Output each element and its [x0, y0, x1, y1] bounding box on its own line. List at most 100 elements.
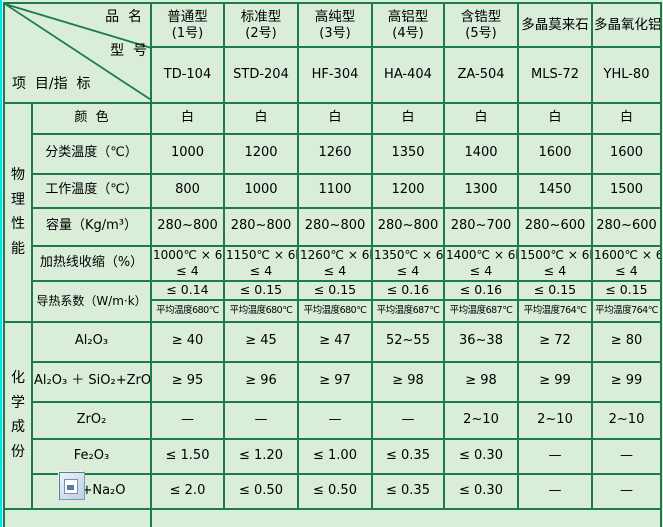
value-cell: 1600℃ × 6h≤ 4 — [591, 244, 662, 282]
avg-temp-cell: 平均温度680℃ — [223, 298, 299, 323]
value-cell: 800 — [150, 172, 225, 209]
value-cell: ≤ 0.50 — [223, 472, 299, 510]
value-cell: ≤ 0.15 — [297, 279, 373, 301]
value-cell: ≤ 0.16 — [443, 279, 519, 301]
value-cell: — — [591, 472, 662, 510]
value-cell: ≥ 47 — [297, 320, 373, 363]
value-cell: — — [371, 400, 445, 440]
value-cell: 2~10 — [517, 400, 593, 440]
value-cell: ≤ 0.15 — [517, 279, 593, 301]
row-label: 容量（Kg/m³） — [31, 206, 152, 247]
value-cell: 280~800 — [223, 206, 299, 247]
value-cell: 280~600 — [517, 206, 593, 247]
row-label: Fe₂O₃ — [31, 437, 152, 475]
value-cell: ≥ 98 — [371, 360, 445, 403]
value-cell: 白 — [443, 101, 519, 135]
product-name: 高铝型 (4号) — [371, 1, 445, 49]
value-cell: ≥ 80 — [591, 320, 662, 363]
row-label: Al₂O₃ ＋ SiO₂+ZrO₂ — [31, 360, 152, 403]
product-model: HA-404 — [371, 46, 445, 104]
value-cell: 1000 — [223, 172, 299, 209]
value-cell: 白 — [223, 101, 299, 135]
value-cell: 1500 — [591, 172, 662, 209]
value-cell: ≤ 1.50 — [150, 437, 225, 475]
value-cell: 白 — [591, 101, 662, 135]
value-cell: 1400℃ × 6h ≤ 4 — [443, 244, 519, 282]
product-model: YHL-80 — [591, 46, 662, 104]
avg-temp-cell: 平均温度687℃ — [371, 298, 445, 323]
value-cell: ≥ 99 — [591, 360, 662, 403]
row-label: 导热系数（W/m·k） — [31, 279, 152, 323]
value-cell: 1000℃ × 6h ≤ 4 — [150, 244, 225, 282]
value-cell: — — [517, 472, 593, 510]
value-cell: — — [517, 437, 593, 475]
value-cell: ≥ 45 — [223, 320, 299, 363]
value-cell: — — [591, 437, 662, 475]
value-cell: 280~800 — [297, 206, 373, 247]
corner-label-product-name: 品 名 — [105, 9, 142, 25]
corner-label-items: 项 目/指 标 — [12, 76, 91, 92]
value-cell: 280~700 — [443, 206, 519, 247]
value-cell: 1350 — [371, 132, 445, 175]
value-cell: ≤ 0.50 — [297, 472, 373, 510]
value-cell: ≥ 40 — [150, 320, 225, 363]
left-edge-strip — [0, 0, 3, 527]
value-cell: ≤ 0.14 — [150, 279, 225, 301]
value-cell: ≥ 99 — [517, 360, 593, 403]
value-cell: 36~38 — [443, 320, 519, 363]
broken-image-icon — [58, 471, 85, 500]
value-cell: ≤ 0.30 — [443, 472, 519, 510]
product-name: 含锆型 (5号) — [443, 1, 519, 49]
value-cell: 280~800 — [371, 206, 445, 247]
product-model: STD-204 — [223, 46, 299, 104]
row-label: ZrO₂ — [31, 400, 152, 440]
value-cell: 280~600 — [591, 206, 662, 247]
value-cell: 1450 — [517, 172, 593, 209]
value-cell: ≤ 0.35 — [371, 437, 445, 475]
product-name: 高纯型 (3号) — [297, 1, 373, 49]
row-label: 工作温度（℃） — [31, 172, 152, 209]
value-cell: ≥ 98 — [443, 360, 519, 403]
value-cell: ≥ 96 — [223, 360, 299, 403]
value-cell: — — [150, 400, 225, 440]
value-cell: 1500℃ × 6h ≤ 4 — [517, 244, 593, 282]
footer-label: 产品规格（mm） — [3, 507, 152, 527]
product-name: 多晶氧化铝 — [591, 1, 662, 49]
product-model: ZA-504 — [443, 46, 519, 104]
value-cell: ≤ 0.16 — [371, 279, 445, 301]
value-cell: 1260 — [297, 132, 373, 175]
value-cell: 1000 — [150, 132, 225, 175]
value-cell: 1260℃ × 6h ≤ 4 — [297, 244, 373, 282]
value-cell: 白 — [297, 101, 373, 135]
row-label: K₂O+Na₂O — [31, 472, 152, 510]
value-cell: — — [223, 400, 299, 440]
value-cell: ≤ 0.15 — [591, 279, 662, 301]
value-cell: ≤ 0.35 — [371, 472, 445, 510]
avg-temp-cell: 平均温度764℃ — [591, 298, 662, 323]
row-label: 加热线收缩（%） — [31, 244, 152, 282]
value-cell: ≤ 0.30 — [443, 437, 519, 475]
diagonal-divider — [6, 4, 149, 100]
value-cell: ≥ 95 — [150, 360, 225, 403]
product-model: TD-104 — [150, 46, 225, 104]
product-spec-table: 品 名 型 号 项 目/指 标 普通型 (1号) 标准型 (2号) 高纯型 (3号) … — [3, 1, 662, 527]
value-cell: 白 — [150, 101, 225, 135]
avg-temp-cell: 平均温度687℃ — [443, 298, 519, 323]
value-cell: 1600 — [517, 132, 593, 175]
avg-temp-cell: 平均温度680℃ — [297, 298, 373, 323]
product-name: 标准型 (2号) — [223, 1, 299, 49]
product-model: MLS-72 — [517, 46, 593, 104]
value-cell: 白 — [517, 101, 593, 135]
row-label: 分类温度（℃） — [31, 132, 152, 175]
value-cell: ≤ 2.0 — [150, 472, 225, 510]
value-cell: 1600 — [591, 132, 662, 175]
value-cell: 1300 — [443, 172, 519, 209]
corner-header-cell: 品 名 型 号 项 目/指 标 — [3, 2, 152, 104]
value-cell: ≥ 97 — [297, 360, 373, 403]
product-name: 多晶莫来石 — [517, 1, 593, 49]
section-physical-properties: 物理性能 — [3, 101, 33, 323]
avg-temp-cell: 平均温度764℃ — [517, 298, 593, 323]
value-cell: 1150℃ × 6h ≤ 4 — [223, 244, 299, 282]
value-cell: 1200 — [371, 172, 445, 209]
